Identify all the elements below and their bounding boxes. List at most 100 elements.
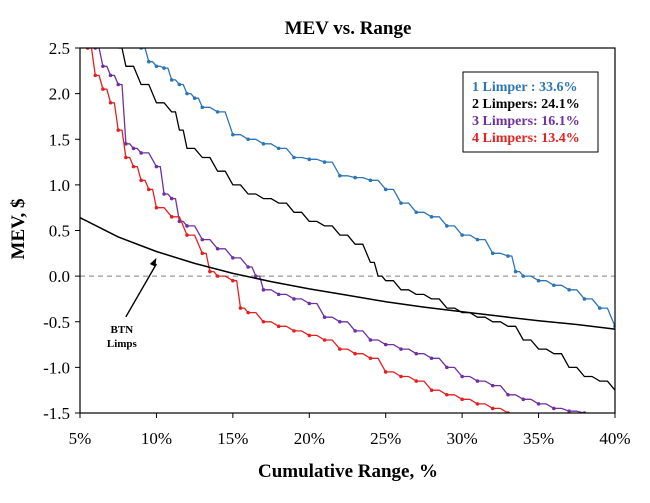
data-point	[116, 128, 121, 132]
data-point	[521, 274, 526, 278]
data-point	[506, 392, 510, 397]
data-point	[521, 397, 526, 402]
x-tick-label: 35%	[523, 429, 554, 448]
data-point	[383, 370, 388, 374]
data-point	[154, 205, 159, 210]
data-point	[162, 66, 166, 70]
y-tick-label: -1.0	[43, 358, 70, 377]
data-point	[475, 379, 480, 383]
y-tick-label: 2.0	[49, 85, 70, 104]
x-tick-label: 15%	[217, 429, 248, 448]
data-point	[399, 347, 403, 351]
y-axis-label: MEV, $	[8, 199, 29, 260]
data-point	[231, 256, 235, 260]
data-point	[513, 269, 518, 274]
data-point	[307, 301, 312, 306]
data-point	[322, 315, 327, 319]
data-point	[322, 338, 327, 342]
x-tick-label: 5%	[69, 429, 92, 448]
data-point	[139, 178, 143, 183]
data-point	[460, 397, 464, 402]
data-point	[215, 274, 220, 278]
data-point	[536, 402, 541, 406]
annotation-arrow-line	[125, 263, 158, 318]
data-point	[597, 306, 602, 310]
data-point	[101, 64, 105, 69]
data-point	[567, 288, 571, 292]
data-point	[353, 329, 357, 333]
data-point	[368, 356, 373, 361]
data-point	[307, 333, 312, 338]
data-point	[414, 379, 419, 383]
data-point	[261, 319, 266, 324]
data-point	[445, 365, 449, 370]
annotation-layer: BTN Limps	[107, 257, 158, 350]
data-point	[475, 237, 480, 242]
series-2	[118, 48, 615, 391]
data-point	[101, 87, 105, 91]
data-point	[261, 288, 266, 292]
series-line	[80, 217, 615, 330]
data-point	[475, 402, 480, 406]
data-point	[414, 210, 419, 215]
x-tick-label: 10%	[141, 429, 172, 448]
data-point	[154, 164, 159, 169]
y-tick-label: -1.5	[43, 404, 70, 423]
series-4	[85, 48, 510, 413]
series-3	[93, 48, 587, 413]
data-point	[429, 215, 434, 219]
data-point	[215, 110, 220, 114]
data-point	[460, 374, 464, 379]
data-point	[292, 329, 296, 333]
data-point	[185, 233, 189, 237]
data-point	[208, 269, 212, 274]
y-tick-label: -0.5	[43, 313, 70, 332]
data-point	[139, 151, 143, 155]
data-point	[383, 342, 388, 347]
data-point	[276, 292, 281, 297]
y-tick-label: 0.0	[49, 267, 70, 286]
data-point	[108, 73, 113, 78]
data-point	[131, 164, 136, 169]
data-point	[231, 132, 235, 137]
data-point	[246, 310, 250, 315]
data-point	[177, 82, 182, 87]
data-point	[536, 278, 541, 283]
data-point	[108, 100, 113, 105]
data-point	[276, 324, 281, 329]
x-axis-label: Cumulative Range, %	[258, 461, 438, 482]
data-point	[490, 251, 495, 256]
annotation-arrowhead	[149, 257, 157, 267]
data-point	[490, 383, 495, 388]
data-point	[292, 297, 296, 301]
data-point	[261, 142, 266, 146]
data-point	[399, 374, 403, 379]
data-point	[322, 160, 327, 164]
data-point	[552, 283, 556, 288]
data-point	[131, 146, 136, 151]
data-point	[238, 306, 243, 310]
y-tick-label: 0.5	[49, 222, 70, 241]
data-point	[338, 347, 342, 351]
legend-box	[462, 71, 599, 153]
data-point	[353, 351, 357, 356]
data-point	[162, 192, 166, 196]
data-point	[338, 173, 342, 178]
data-point	[460, 233, 464, 237]
data-point	[231, 278, 235, 283]
data-point	[116, 82, 121, 87]
y-tick-label: 2.5	[49, 39, 70, 58]
data-point	[445, 224, 449, 228]
data-point	[169, 196, 174, 201]
annotation-label-line1: BTN	[111, 324, 134, 336]
data-point	[429, 356, 434, 361]
data-point	[185, 91, 189, 96]
data-point	[292, 155, 296, 160]
data-point	[552, 406, 556, 411]
data-point	[124, 142, 128, 146]
data-point	[253, 274, 258, 278]
data-point	[169, 78, 174, 82]
data-point	[506, 254, 510, 258]
legend-entry-3: 3 Limpers: 16.1%	[472, 114, 580, 129]
data-point	[276, 146, 281, 151]
